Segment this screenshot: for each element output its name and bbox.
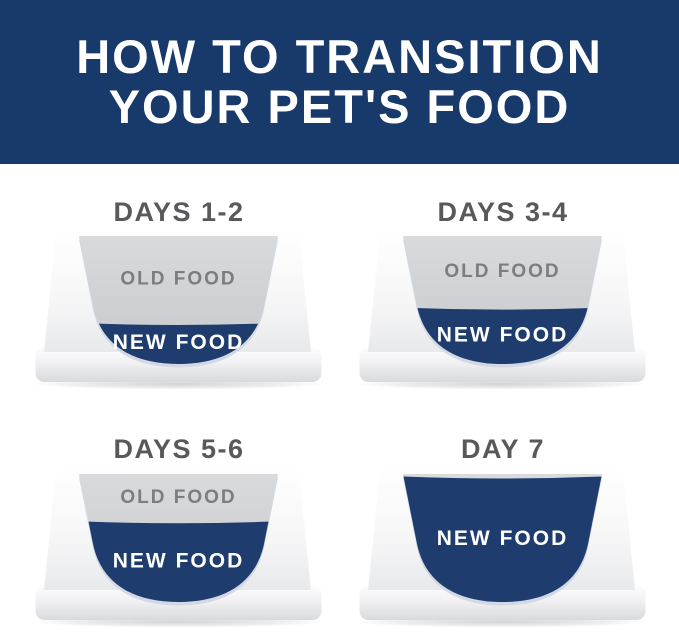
day-label-days-5-6: DAYS 5-6 bbox=[113, 434, 245, 464]
day-label-days-3-4: DAYS 3-4 bbox=[437, 197, 569, 227]
bowl-days-3-4: OLD FOOD NEW FOOD bbox=[355, 228, 649, 390]
title-line-1: HOW TO TRANSITION bbox=[76, 30, 603, 83]
old-food-label: OLD FOOD bbox=[120, 487, 236, 508]
bowl-days-5-6: OLD FOOD NEW FOOD bbox=[31, 466, 325, 628]
header-banner: HOW TO TRANSITION YOUR PET'S FOOD bbox=[0, 0, 679, 164]
new-food-region bbox=[403, 305, 602, 364]
day-label-day-7: DAY 7 bbox=[460, 434, 546, 464]
new-food-label: NEW FOOD bbox=[437, 324, 569, 347]
new-food-region bbox=[79, 518, 278, 602]
old-food-label: OLD FOOD bbox=[120, 269, 236, 290]
new-food-label: NEW FOOD bbox=[437, 527, 569, 550]
title-line-2: YOUR PET'S FOOD bbox=[108, 80, 571, 133]
bowl-day-7: NEW FOOD bbox=[355, 466, 649, 628]
new-food-label: NEW FOOD bbox=[113, 549, 245, 572]
new-food-label: NEW FOOD bbox=[113, 331, 245, 354]
day-label-days-1-2: DAYS 1-2 bbox=[113, 197, 245, 227]
bowl-days-1-2: OLD FOOD NEW FOOD bbox=[31, 228, 325, 390]
old-food-label: OLD FOOD bbox=[444, 261, 560, 282]
